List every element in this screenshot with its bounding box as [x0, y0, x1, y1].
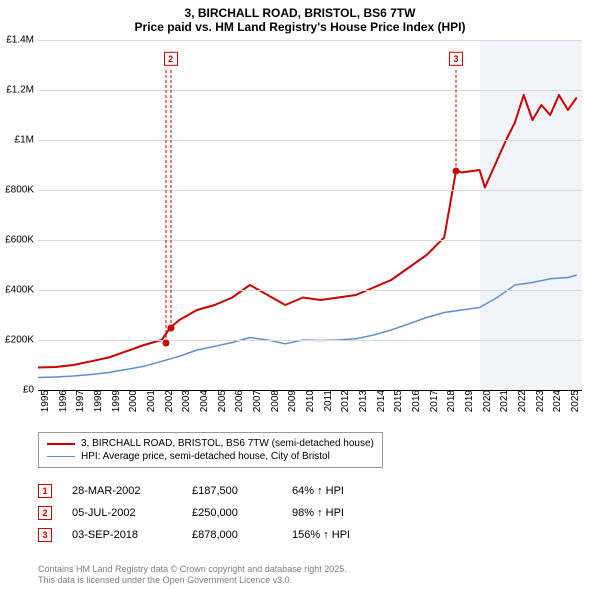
chart-area: £0£200K£400K£600K£800K£1M£1.2M£1.4M19951… [38, 40, 582, 390]
xtick-label: 2003 [181, 390, 192, 412]
xtick-label: 2005 [217, 390, 228, 412]
chart-lines [38, 40, 582, 390]
gridline [38, 90, 582, 91]
xtick-label: 2009 [287, 390, 298, 412]
xtick-label: 2024 [552, 390, 563, 412]
title-address: 3, BIRCHALL ROAD, BRISTOL, BS6 7TW [0, 6, 600, 20]
xtick-label: 2019 [464, 390, 475, 412]
title-subtitle: Price paid vs. HM Land Registry's House … [0, 20, 600, 34]
ytick-label: £1.2M [6, 85, 34, 96]
xtick-label: 2010 [305, 390, 316, 412]
gridline [38, 40, 582, 41]
marker-vline [170, 70, 171, 328]
xtick-label: 2002 [164, 390, 175, 412]
plot-region: £0£200K£400K£600K£800K£1M£1.2M£1.4M19951… [38, 40, 582, 390]
event-hpi: 156% ↑ HPI [292, 529, 350, 541]
gridline [38, 340, 582, 341]
gridline [38, 240, 582, 241]
marker-dot [453, 167, 460, 174]
event-date: 28-MAR-2002 [72, 485, 172, 497]
event-marker-box: 2 [38, 506, 52, 520]
xtick-label: 2017 [429, 390, 440, 412]
attribution-line: Contains HM Land Registry data © Crown c… [38, 564, 347, 575]
ytick-label: £0 [23, 385, 34, 396]
xtick-label: 2011 [323, 390, 334, 412]
marker-dot [167, 324, 174, 331]
ytick-label: £800K [5, 185, 34, 196]
gridline [38, 290, 582, 291]
event-row: 1 28-MAR-2002 £187,500 64% ↑ HPI [38, 480, 350, 502]
marker-dot [162, 340, 169, 347]
xtick-label: 2023 [535, 390, 546, 412]
xtick-label: 1996 [58, 390, 69, 412]
event-marker-box: 3 [38, 528, 52, 542]
xtick-label: 2013 [358, 390, 369, 412]
xtick-label: 1995 [40, 390, 51, 412]
xtick-label: 1997 [75, 390, 86, 412]
ytick-label: £1M [15, 135, 34, 146]
xtick-label: 1999 [111, 390, 122, 412]
xtick-label: 2018 [446, 390, 457, 412]
chart-title-block: 3, BIRCHALL ROAD, BRISTOL, BS6 7TW Price… [0, 0, 600, 36]
xtick-label: 2016 [411, 390, 422, 412]
ytick-label: £200K [5, 335, 34, 346]
event-date: 03-SEP-2018 [72, 529, 172, 541]
event-row: 3 03-SEP-2018 £878,000 156% ↑ HPI [38, 524, 350, 546]
attribution: Contains HM Land Registry data © Crown c… [38, 564, 347, 586]
xtick-label: 2022 [517, 390, 528, 412]
marker-vline [165, 70, 166, 343]
legend-label: 3, BIRCHALL ROAD, BRISTOL, BS6 7TW (semi… [81, 438, 374, 449]
ytick-label: £1.4M [6, 35, 34, 46]
xtick-label: 2007 [252, 390, 263, 412]
legend-row: 3, BIRCHALL ROAD, BRISTOL, BS6 7TW (semi… [47, 437, 374, 450]
event-marker-box: 1 [38, 484, 52, 498]
legend-swatch [47, 443, 75, 445]
event-row: 2 05-JUL-2002 £250,000 98% ↑ HPI [38, 502, 350, 524]
gridline [38, 140, 582, 141]
xtick-label: 2008 [270, 390, 281, 412]
xtick-label: 2014 [376, 390, 387, 412]
xtick-label: 2004 [199, 390, 210, 412]
xtick-label: 1998 [93, 390, 104, 412]
event-hpi: 98% ↑ HPI [292, 507, 344, 519]
xtick-label: 2015 [393, 390, 404, 412]
legend-label: HPI: Average price, semi-detached house,… [81, 451, 330, 462]
marker-vline [456, 70, 457, 171]
marker-box: 3 [449, 52, 463, 66]
legend-row: HPI: Average price, semi-detached house,… [47, 450, 374, 463]
event-hpi: 64% ↑ HPI [292, 485, 344, 497]
legend: 3, BIRCHALL ROAD, BRISTOL, BS6 7TW (semi… [38, 432, 383, 468]
ytick-label: £600K [5, 235, 34, 246]
xtick-label: 2000 [128, 390, 139, 412]
xtick-label: 2020 [482, 390, 493, 412]
event-price: £250,000 [192, 507, 272, 519]
xtick-label: 2001 [146, 390, 157, 412]
gridline [38, 190, 582, 191]
legend-swatch [47, 456, 75, 458]
ytick-label: £400K [5, 285, 34, 296]
xtick-label: 2012 [340, 390, 351, 412]
attribution-line: This data is licensed under the Open Gov… [38, 575, 347, 586]
event-date: 05-JUL-2002 [72, 507, 172, 519]
xtick-label: 2025 [570, 390, 581, 412]
event-price: £187,500 [192, 485, 272, 497]
xtick-label: 2006 [234, 390, 245, 412]
events-table: 1 28-MAR-2002 £187,500 64% ↑ HPI 2 05-JUL-200… [38, 480, 350, 546]
series-line [38, 95, 577, 368]
xtick-label: 2021 [499, 390, 510, 412]
event-price: £878,000 [192, 529, 272, 541]
marker-box: 2 [164, 52, 178, 66]
